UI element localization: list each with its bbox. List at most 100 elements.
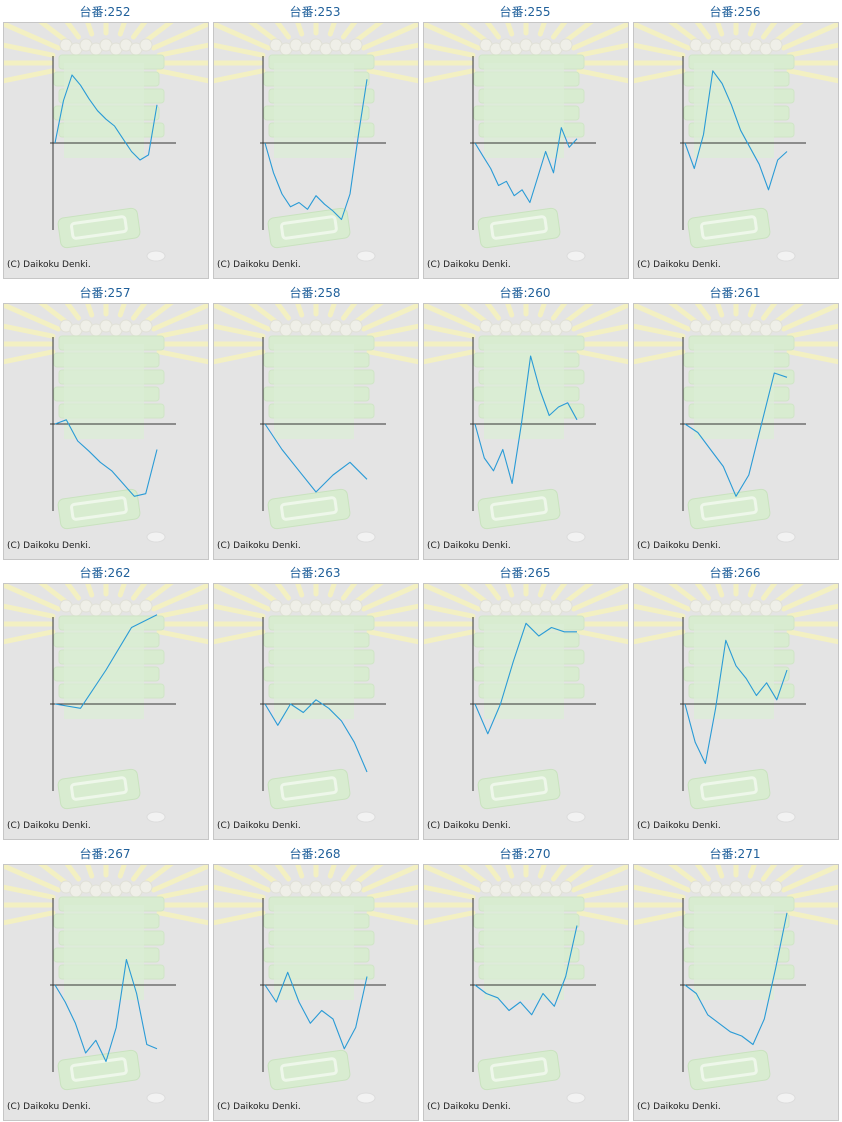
graph-panel: (C) Daikoku Denki. [423, 583, 629, 840]
background-illustration [424, 23, 628, 262]
background-illustration [214, 864, 418, 1103]
series-line [474, 354, 578, 484]
graph-cell: 台番:261 (C) Daikoku Denki. [630, 281, 840, 561]
graph-title[interactable]: 台番:266 [709, 566, 761, 580]
graph-panel: (C) Daikoku Denki. [423, 863, 629, 1121]
graph-title[interactable]: 台番:265 [499, 566, 551, 580]
graph-svg [634, 303, 838, 542]
graph-title[interactable]: 台番:253 [289, 5, 341, 19]
graph-cell: 台番:265 (C) Daikoku Denki. [420, 561, 630, 841]
graph-panel: (C) Daikoku Denki. [423, 22, 629, 279]
copyright-text: (C) Daikoku Denki. [637, 821, 721, 831]
graph-panel: (C) Daikoku Denki. [3, 22, 209, 279]
graph-panel: (C) Daikoku Denki. [423, 302, 629, 560]
series-line [684, 70, 788, 191]
graph-cell: 台番:270 (C) Daikoku Denki. [420, 842, 630, 1122]
graph-panel: (C) Daikoku Denki. [633, 863, 839, 1121]
graph-title[interactable]: 台番:263 [289, 566, 341, 580]
graph-svg [214, 584, 418, 823]
graph-cell: 台番:258 (C) Daikoku Denki. [210, 281, 420, 561]
series-line [264, 971, 368, 1049]
graph-panel: (C) Daikoku Denki. [633, 302, 839, 560]
graph-svg [4, 864, 208, 1103]
copyright-text: (C) Daikoku Denki. [637, 260, 721, 270]
copyright-text: (C) Daikoku Denki. [7, 260, 91, 270]
graph-cell: 台番:260 (C) Daikoku Denki. [420, 281, 630, 561]
background-illustration [424, 864, 628, 1103]
graph-svg [4, 584, 208, 823]
graph-title[interactable]: 台番:262 [79, 566, 131, 580]
graph-panel: (C) Daikoku Denki. [633, 583, 839, 840]
background-illustration [4, 303, 208, 542]
copyright-text: (C) Daikoku Denki. [217, 260, 301, 270]
background-illustration [424, 303, 628, 542]
graph-svg [424, 864, 628, 1103]
graph-title[interactable]: 台番:252 [79, 5, 131, 19]
copyright-text: (C) Daikoku Denki. [427, 260, 511, 270]
graph-title[interactable]: 台番:261 [709, 285, 761, 300]
graph-svg [424, 584, 628, 823]
copyright-text: (C) Daikoku Denki. [7, 540, 91, 551]
graph-svg [4, 303, 208, 542]
graph-panel: (C) Daikoku Denki. [213, 863, 419, 1121]
background-illustration [214, 23, 418, 262]
series-line [54, 614, 158, 709]
copyright-text: (C) Daikoku Denki. [427, 821, 511, 831]
copyright-text: (C) Daikoku Denki. [637, 540, 721, 551]
graph-title[interactable]: 台番:257 [79, 285, 131, 300]
series-line [474, 622, 577, 735]
series-line [684, 912, 788, 1045]
graph-title[interactable]: 台番:256 [709, 5, 761, 19]
copyright-text: (C) Daikoku Denki. [7, 821, 91, 831]
graph-title[interactable]: 台番:260 [499, 285, 551, 300]
series-line [684, 639, 788, 765]
graph-cell: 台番:266 (C) Daikoku Denki. [630, 561, 840, 841]
graph-title[interactable]: 台番:255 [499, 5, 551, 19]
graph-title[interactable]: 台番:258 [289, 285, 341, 300]
graph-svg [214, 303, 418, 542]
graph-svg [214, 23, 418, 262]
series-line [54, 958, 158, 1062]
series-line [264, 79, 368, 221]
background-illustration [214, 584, 418, 823]
copyright-text: (C) Daikoku Denki. [217, 540, 301, 551]
graph-panel: (C) Daikoku Denki. [3, 863, 209, 1121]
background-illustration [634, 864, 838, 1103]
copyright-text: (C) Daikoku Denki. [217, 821, 301, 831]
copyright-text: (C) Daikoku Denki. [217, 1101, 301, 1112]
graph-cell: 台番:268 (C) Daikoku Denki. [210, 842, 420, 1122]
graph-title[interactable]: 台番:270 [499, 846, 551, 861]
graph-cell: 台番:252 (C) Daikoku Denki. [0, 0, 210, 280]
graph-svg [424, 303, 628, 542]
background-illustration [214, 303, 418, 542]
graph-title[interactable]: 台番:271 [709, 846, 761, 861]
graph-svg [634, 584, 838, 823]
series-line [264, 423, 368, 493]
graph-cell: 台番:255 (C) Daikoku Denki. [420, 0, 630, 280]
graph-title[interactable]: 台番:267 [79, 846, 131, 861]
graph-panel: (C) Daikoku Denki. [213, 583, 419, 840]
background-illustration [634, 23, 838, 262]
graph-panel: (C) Daikoku Denki. [213, 22, 419, 279]
background-illustration [634, 584, 838, 823]
series-line [474, 127, 578, 204]
graph-cell: 台番:263 (C) Daikoku Denki. [210, 561, 420, 841]
graph-panel: (C) Daikoku Denki. [633, 22, 839, 279]
graph-title[interactable]: 台番:268 [289, 846, 341, 861]
copyright-text: (C) Daikoku Denki. [427, 1101, 511, 1112]
background-illustration [424, 584, 628, 823]
series-line [264, 699, 368, 773]
graph-cell: 台番:271 (C) Daikoku Denki. [630, 842, 840, 1122]
graph-svg [634, 864, 838, 1103]
series-line [54, 418, 158, 497]
series-line [474, 924, 578, 1015]
graph-cell: 台番:253 (C) Daikoku Denki. [210, 0, 420, 280]
background-illustration [4, 23, 208, 262]
graph-svg [634, 23, 838, 262]
graph-panel: (C) Daikoku Denki. [213, 302, 419, 560]
graph-cell: 台番:257 (C) Daikoku Denki. [0, 281, 210, 561]
background-illustration [634, 303, 838, 542]
graph-cell: 台番:267 (C) Daikoku Denki. [0, 842, 210, 1122]
graph-cell: 台番:262 (C) Daikoku Denki. [0, 561, 210, 841]
